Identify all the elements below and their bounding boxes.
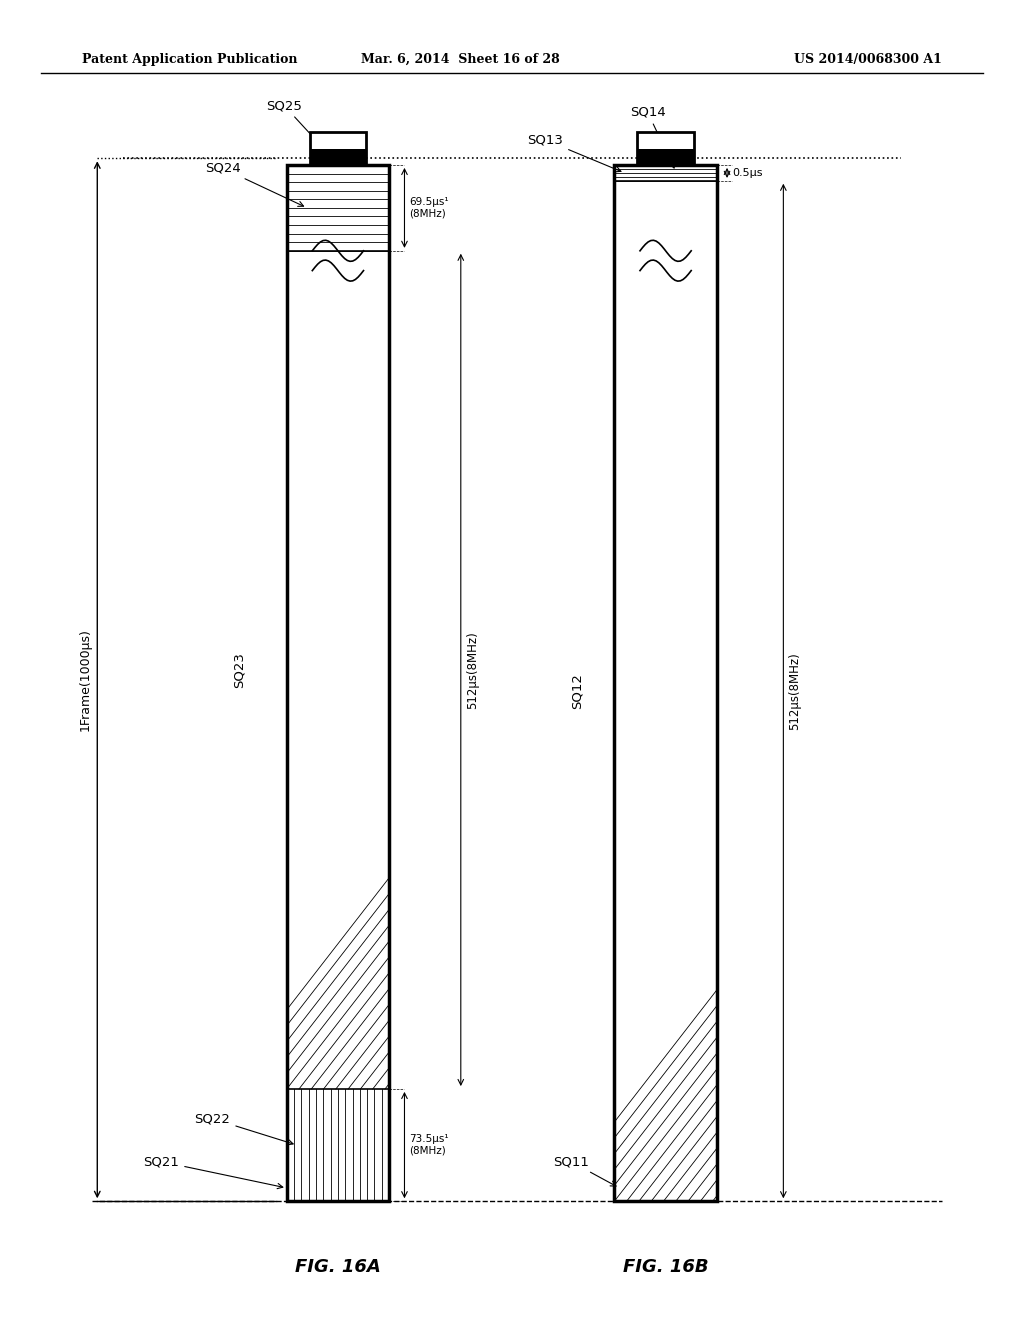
Bar (287, 1089, 389, 1201)
Text: SQ25: SQ25 (266, 99, 330, 156)
Text: SQ11: SQ11 (553, 1155, 616, 1187)
Text: 1Frame(1000μs): 1Frame(1000μs) (79, 628, 92, 731)
Text: 512μs(8MHz): 512μs(8MHz) (788, 652, 802, 730)
Text: SQ24: SQ24 (205, 162, 303, 206)
Text: SQ22: SQ22 (195, 1113, 293, 1144)
Bar (614, 165, 717, 181)
Bar (614, 181, 717, 1201)
Text: FIG. 16A: FIG. 16A (295, 1258, 381, 1276)
Bar (287, 165, 389, 1201)
Text: 69.5μs¹
(8MHz): 69.5μs¹ (8MHz) (410, 197, 450, 219)
Text: SQ21: SQ21 (143, 1155, 283, 1189)
Bar (287, 165, 389, 251)
Text: SQ13: SQ13 (527, 133, 621, 172)
Text: 512μs(8MHz): 512μs(8MHz) (466, 631, 479, 709)
Text: FIG. 16B: FIG. 16B (623, 1258, 709, 1276)
Text: SQ14: SQ14 (630, 106, 674, 168)
Text: 73.5μs¹
(8MHz): 73.5μs¹ (8MHz) (410, 1134, 450, 1156)
Text: 0.5μs: 0.5μs (732, 168, 763, 178)
Bar (309, 132, 367, 165)
Bar (637, 132, 694, 165)
Bar (309, 149, 367, 165)
Text: SQ23: SQ23 (232, 652, 246, 688)
Text: US 2014/0068300 A1: US 2014/0068300 A1 (795, 53, 942, 66)
Bar (614, 165, 717, 1201)
Text: Patent Application Publication: Patent Application Publication (82, 53, 297, 66)
Bar (287, 251, 389, 1089)
Bar (637, 149, 694, 165)
Text: SQ12: SQ12 (570, 673, 584, 709)
Text: Mar. 6, 2014  Sheet 16 of 28: Mar. 6, 2014 Sheet 16 of 28 (361, 53, 560, 66)
